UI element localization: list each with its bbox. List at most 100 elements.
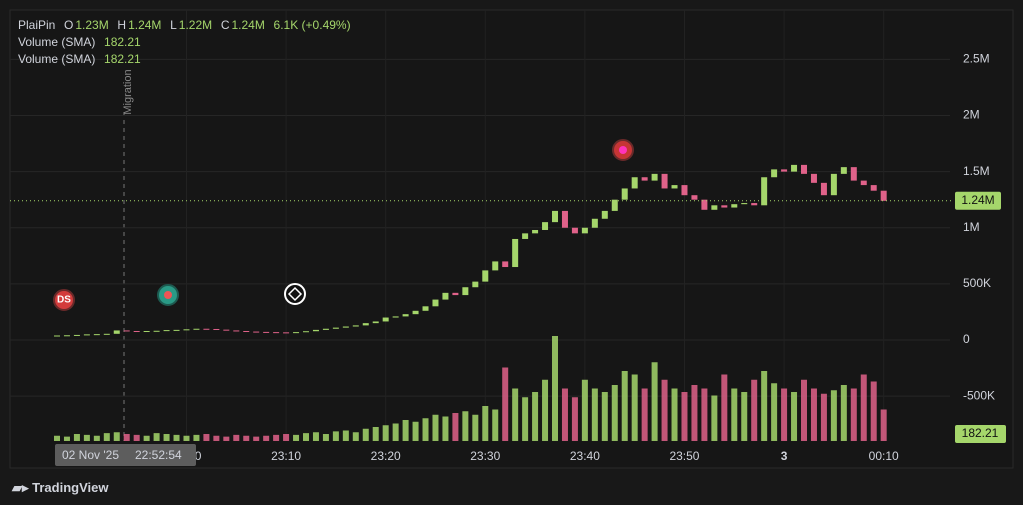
ohlc-key: H bbox=[117, 18, 127, 32]
volume-bar bbox=[631, 374, 638, 441]
volume-bar bbox=[840, 385, 847, 441]
volume-bar bbox=[761, 371, 768, 441]
volume-bar bbox=[312, 432, 319, 441]
candle bbox=[253, 331, 260, 333]
volume-bar bbox=[173, 434, 180, 441]
candle bbox=[103, 333, 110, 335]
candle bbox=[113, 330, 120, 334]
candle bbox=[163, 330, 170, 332]
volume-bar bbox=[591, 388, 598, 441]
candle bbox=[123, 330, 130, 332]
candle bbox=[741, 203, 748, 205]
candle bbox=[880, 190, 887, 201]
volume-bar bbox=[183, 435, 190, 441]
volume-bar bbox=[452, 413, 459, 441]
volume-bar bbox=[880, 409, 887, 441]
marker[interactable] bbox=[53, 289, 75, 311]
brand[interactable]: ▰▸ TradingView bbox=[12, 480, 109, 495]
volume-bar bbox=[153, 433, 160, 441]
volume-bar bbox=[472, 414, 479, 441]
ohlc-value: 1.24M bbox=[231, 18, 265, 32]
volume-bar bbox=[392, 423, 399, 441]
y-tick-label: 2M bbox=[963, 108, 980, 122]
candle bbox=[243, 331, 250, 333]
volume-bar bbox=[432, 414, 439, 441]
volume-bar bbox=[123, 434, 130, 441]
ohlc-value: 1.24M bbox=[128, 18, 162, 32]
candle bbox=[502, 261, 509, 268]
candle bbox=[611, 199, 618, 211]
volume-bar bbox=[402, 420, 409, 441]
volume-bar bbox=[601, 392, 608, 441]
candle bbox=[840, 167, 847, 174]
volume-label-box bbox=[955, 425, 1006, 443]
candle bbox=[571, 227, 578, 234]
candle bbox=[820, 182, 827, 196]
volume-bar bbox=[293, 434, 300, 441]
candle bbox=[561, 210, 568, 228]
candle bbox=[601, 210, 608, 219]
candle bbox=[711, 205, 718, 210]
volume-bar bbox=[870, 381, 877, 441]
y-tick-label: 0 bbox=[963, 332, 970, 346]
volume-bar bbox=[820, 393, 827, 441]
volume-bar bbox=[372, 427, 379, 441]
ohlc-key: O bbox=[64, 18, 74, 32]
candle bbox=[213, 328, 220, 330]
volume-bar bbox=[492, 409, 499, 441]
x-tick-label: 00:10 bbox=[869, 449, 899, 463]
candle bbox=[73, 334, 80, 336]
volume-bar bbox=[83, 434, 90, 441]
x-tick-label: 23:50 bbox=[669, 449, 699, 463]
volume-bar bbox=[133, 434, 140, 441]
candle bbox=[472, 281, 479, 288]
volume-bar bbox=[552, 336, 558, 441]
volume-bar bbox=[691, 385, 698, 441]
legend-row: PlaiPin O 1.23M H 1.24M L 1.22M C 1.24M 6.1K… bbox=[18, 17, 353, 34]
candle bbox=[223, 329, 230, 331]
volume-bar bbox=[263, 435, 270, 441]
candle bbox=[691, 195, 698, 200]
volume-bar bbox=[193, 434, 200, 441]
volume-bar bbox=[651, 362, 658, 441]
volume-bar bbox=[721, 374, 728, 441]
candle bbox=[591, 218, 598, 228]
volume-bar bbox=[213, 435, 220, 441]
legend: PlaiPin O 1.23M H 1.24M L 1.22M C 1.24M 6.1K… bbox=[18, 17, 353, 68]
volume-bar bbox=[352, 432, 359, 441]
candle bbox=[382, 317, 389, 322]
volume-bar bbox=[63, 436, 70, 441]
candle bbox=[233, 330, 240, 332]
candle bbox=[133, 331, 140, 333]
candle bbox=[402, 314, 409, 317]
candle bbox=[63, 335, 70, 337]
volume-bar bbox=[621, 371, 628, 441]
indicator-name[interactable]: Volume (SMA) bbox=[18, 35, 96, 49]
candle bbox=[173, 329, 180, 331]
volume-bar bbox=[54, 435, 60, 441]
marker-icon-glyph bbox=[287, 286, 303, 302]
volume-bar bbox=[681, 392, 688, 441]
candle bbox=[522, 233, 529, 239]
indicator-name[interactable]: Volume (SMA) bbox=[18, 52, 96, 66]
candle bbox=[552, 210, 558, 223]
volume-bar bbox=[163, 434, 170, 441]
volume-bar bbox=[73, 434, 80, 441]
marker-icon-flower bbox=[164, 291, 172, 299]
candle bbox=[83, 334, 90, 336]
ohlc-key: L bbox=[170, 18, 177, 32]
marker-icon[interactable] bbox=[284, 283, 306, 305]
crosshair-time-box bbox=[55, 444, 196, 466]
candle bbox=[153, 330, 160, 332]
brand-name: TradingView bbox=[32, 480, 109, 495]
volume-bar bbox=[561, 388, 568, 441]
ohlc-value: 1.22M bbox=[178, 18, 213, 32]
candle bbox=[850, 167, 857, 181]
volume-bar bbox=[830, 390, 837, 441]
volume-bar bbox=[731, 388, 738, 441]
volume-bar bbox=[581, 379, 588, 441]
candle bbox=[273, 332, 280, 334]
candle bbox=[621, 188, 628, 200]
marker-label: DS bbox=[57, 295, 71, 306]
